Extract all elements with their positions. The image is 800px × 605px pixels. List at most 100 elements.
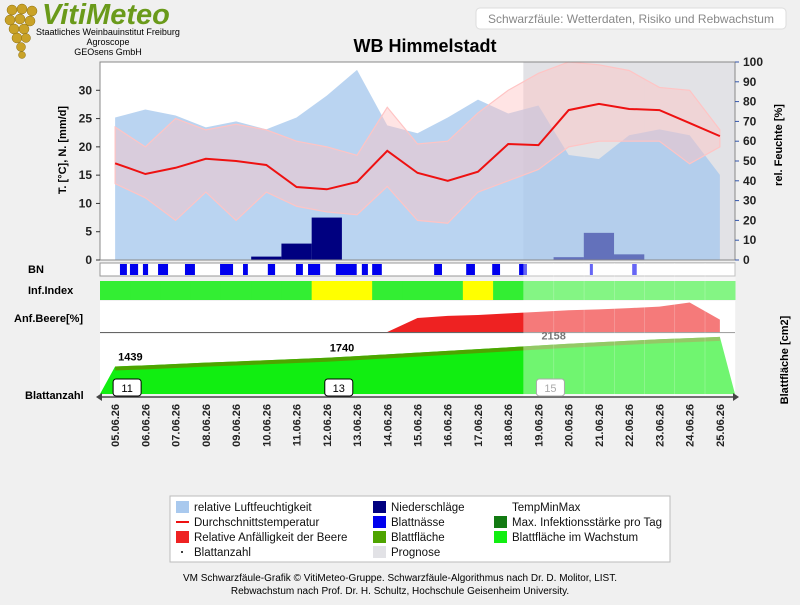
infection-cell bbox=[432, 281, 464, 300]
infection-cell bbox=[704, 281, 736, 300]
x-tick-label: 13.06.26 bbox=[352, 404, 364, 447]
infection-cell bbox=[462, 281, 494, 300]
row-label: Anf.Beere[%] bbox=[14, 313, 83, 325]
x-tick-label: 25.06.26 bbox=[715, 404, 727, 447]
infection-cell bbox=[493, 281, 524, 300]
temp-band bbox=[114, 61, 721, 224]
leaf-area-label: Blattfläche [cm2] bbox=[779, 315, 791, 404]
wetness-period bbox=[184, 264, 195, 275]
forecast-fade bbox=[614, 263, 645, 397]
legend-box bbox=[169, 495, 671, 563]
infection-cell bbox=[583, 281, 615, 300]
forecast-fade bbox=[553, 263, 585, 397]
infection-cell bbox=[130, 281, 161, 300]
legend-swatch bbox=[176, 531, 189, 543]
wetness-period bbox=[492, 264, 501, 275]
legend-swatch bbox=[373, 531, 386, 543]
legend-label: Relative Anfälligkeit der Beere bbox=[194, 532, 347, 544]
y2-tick-label: 60 bbox=[743, 134, 757, 148]
wetness-period bbox=[220, 264, 234, 275]
leaf-count-label: 13 bbox=[333, 383, 345, 395]
infection-cell bbox=[100, 281, 131, 300]
y-tick-label: 10 bbox=[79, 196, 93, 210]
row-label: BN bbox=[28, 264, 44, 276]
legend-swatch bbox=[176, 501, 189, 513]
x-tick-label: 08.06.26 bbox=[201, 404, 213, 447]
legend-label: Durchschnittstemperatur bbox=[194, 517, 319, 529]
y-tick-label: 0 bbox=[85, 253, 92, 267]
y-tick-label: 5 bbox=[85, 225, 92, 239]
wetness-period bbox=[519, 264, 527, 275]
forecast-fade bbox=[523, 263, 555, 397]
row-label: Inf.Index bbox=[28, 285, 74, 297]
org-line: Staatliches Weinbauinstitut Freiburg bbox=[36, 27, 180, 37]
wetness-period bbox=[308, 264, 321, 275]
precip-bar bbox=[553, 257, 584, 260]
logo-text: VitiMeteo bbox=[42, 0, 170, 31]
x-tick-label: 20.06.26 bbox=[564, 404, 576, 447]
legend-swatch bbox=[494, 531, 507, 543]
humidity-area bbox=[115, 69, 720, 260]
wetness-period bbox=[142, 264, 149, 275]
precip-bar bbox=[614, 254, 645, 260]
leaf-area-label: 1439 bbox=[118, 352, 142, 364]
legend-label: Prognose bbox=[391, 547, 440, 559]
legend-swatch bbox=[373, 546, 386, 558]
infection-cell bbox=[674, 281, 706, 300]
y-axis-label: T. [°C], N. [mm/d] bbox=[57, 106, 69, 194]
y2-tick-label: 0 bbox=[743, 253, 750, 267]
precip-bar bbox=[281, 243, 312, 260]
legend-label: Blattfläche im Wachstum bbox=[512, 532, 638, 544]
y-tick-label: 15 bbox=[79, 168, 93, 182]
legend-label: TempMinMax bbox=[512, 502, 581, 514]
infection-cell bbox=[553, 281, 585, 300]
chart-title: WB Himmelstadt bbox=[353, 36, 496, 56]
y2-tick-label: 100 bbox=[743, 55, 763, 69]
leaf-area-top bbox=[115, 336, 720, 371]
x-tick-label: 22.06.26 bbox=[624, 404, 636, 447]
y2-tick-label: 50 bbox=[743, 154, 757, 168]
x-tick-label: 15.06.26 bbox=[413, 404, 425, 447]
forecast-fade bbox=[583, 263, 615, 397]
temp-line bbox=[114, 102, 721, 191]
legend-swatch bbox=[494, 516, 507, 528]
wetness-period bbox=[372, 264, 382, 275]
y2-tick-label: 70 bbox=[743, 114, 757, 128]
legend-swatch bbox=[181, 551, 183, 553]
subtitle: Schwarzfäule: Wetterdaten, Risiko und Re… bbox=[488, 12, 774, 26]
infection-cell bbox=[341, 281, 373, 300]
y2-tick-label: 90 bbox=[743, 75, 757, 89]
forecast-fade bbox=[704, 263, 736, 397]
infection-cell bbox=[311, 281, 343, 300]
y2-tick-label: 80 bbox=[743, 95, 757, 109]
leaf-area bbox=[100, 336, 735, 394]
susceptibility-area bbox=[115, 302, 720, 332]
subtitle-box bbox=[475, 7, 787, 30]
x-tick-label: 24.06.26 bbox=[685, 404, 697, 447]
infection-cell bbox=[372, 281, 403, 300]
wetness-period bbox=[589, 264, 593, 275]
x-tick-label: 10.06.26 bbox=[261, 404, 273, 447]
wetness-period bbox=[434, 264, 442, 275]
x-tick-label: 07.06.26 bbox=[171, 404, 183, 447]
precip-bar bbox=[583, 232, 615, 260]
precip-bar bbox=[251, 256, 282, 260]
footer: Rebwachstum nach Prof. Dr. H. Schultz, H… bbox=[231, 586, 569, 597]
leaf-count-label: 15 bbox=[544, 383, 556, 395]
wetness-period bbox=[129, 264, 139, 275]
infection-cell bbox=[402, 281, 434, 300]
leaf-area-label: 2158 bbox=[541, 330, 565, 342]
infection-cell bbox=[251, 281, 282, 300]
infection-cell bbox=[220, 281, 252, 300]
infection-cell bbox=[281, 281, 313, 300]
y-tick-label: 30 bbox=[79, 83, 93, 97]
leaf-count-box bbox=[324, 378, 354, 397]
infection-cell bbox=[644, 281, 676, 300]
footer: VM Schwarzfäule-Grafik © VitiMeteo-Grupp… bbox=[183, 573, 617, 584]
bn-row bbox=[99, 262, 736, 277]
org-line: GEOsens GmbH bbox=[74, 47, 142, 57]
y-tick-label: 25 bbox=[79, 112, 93, 126]
legend-label: relative Luftfeuchtigkeit bbox=[194, 502, 312, 514]
wetness-period bbox=[632, 264, 637, 275]
